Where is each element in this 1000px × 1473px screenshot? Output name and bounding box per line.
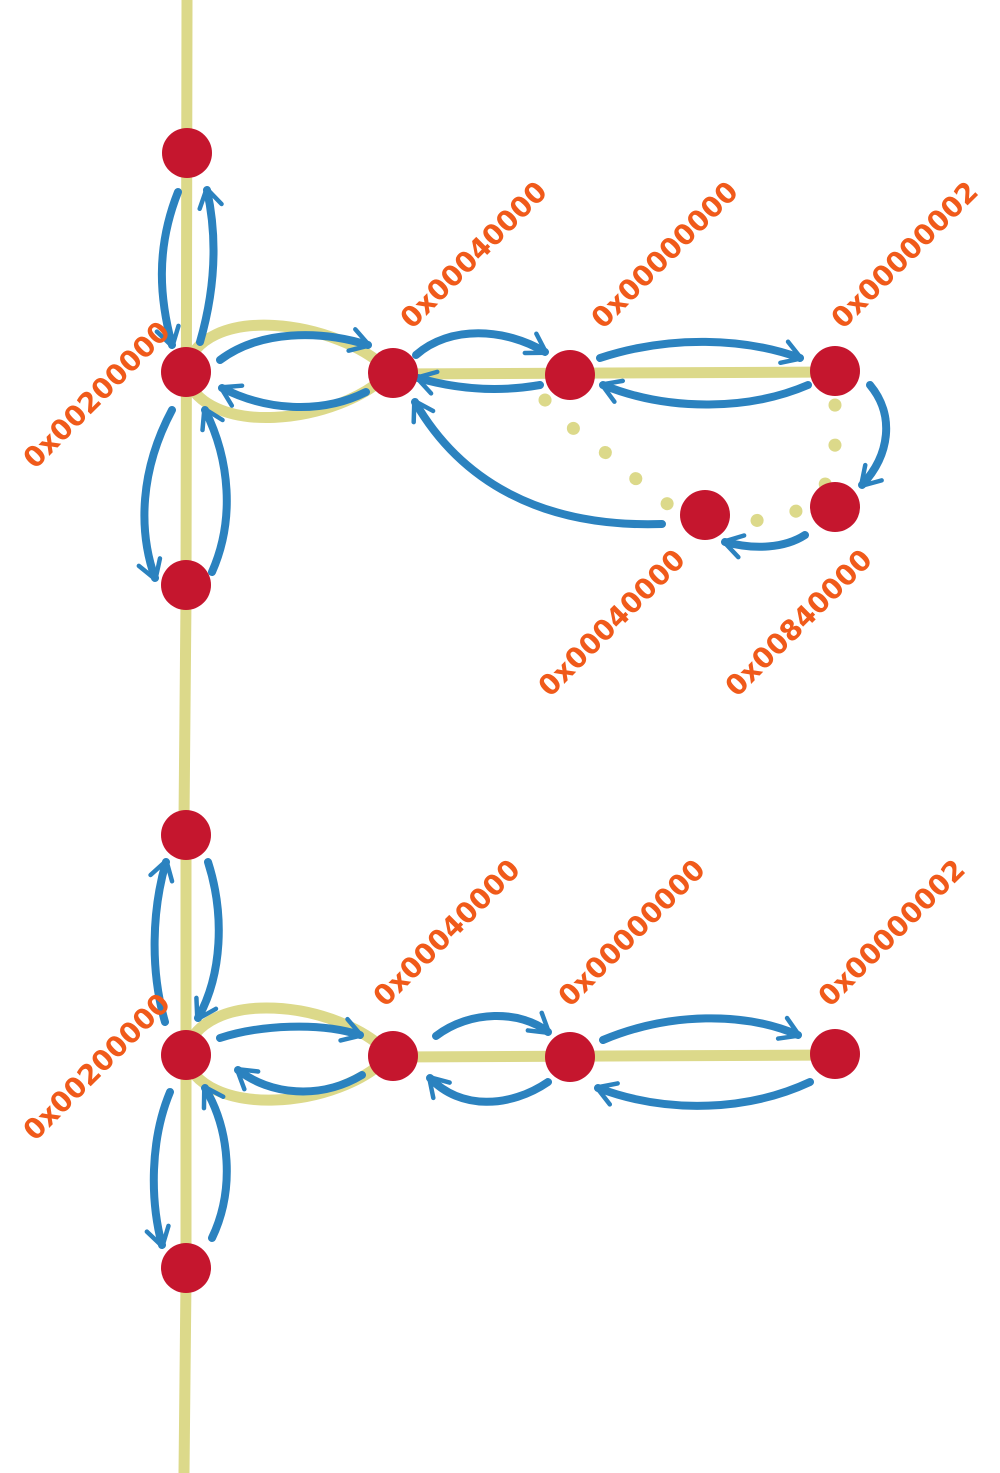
node-bottom-a xyxy=(161,810,211,860)
node-bottom-n3 xyxy=(810,1029,860,1079)
arrow-top-c-to-root xyxy=(200,406,231,576)
bottom-nodes xyxy=(161,810,860,1293)
arrow-bottom-n2-to-n1 xyxy=(426,1074,552,1106)
arrow-top-n4-to-n5 xyxy=(721,531,809,560)
node-top-a xyxy=(162,128,212,178)
node-top-n1 xyxy=(368,348,418,398)
bottom-vertical-track xyxy=(178,829,192,1473)
node-top-n3 xyxy=(810,346,860,396)
top-arrows xyxy=(136,186,891,582)
arrow-top-n2-to-n1 xyxy=(414,369,544,396)
arrow-top-n5-to-n1 xyxy=(411,398,666,529)
label-top-n3: 0x00000002 xyxy=(825,175,985,335)
node-top-c xyxy=(161,560,211,610)
label-top-n1: 0x00040000 xyxy=(394,175,554,335)
arrow-top-n1-to-root xyxy=(218,383,370,412)
node-bottom-c xyxy=(161,1243,211,1293)
node-bottom-root xyxy=(161,1030,211,1080)
arrow-bottom-n1-to-root xyxy=(234,1066,366,1096)
arrow-top-n1-to-n2 xyxy=(412,329,549,359)
arrow-bottom-n3-to-n2 xyxy=(594,1078,814,1110)
arrow-top-root-to-n1 xyxy=(216,327,372,364)
arrow-bottom-a-to-root xyxy=(194,858,223,1022)
top-horizontal-track xyxy=(386,366,841,380)
top-vertical-track xyxy=(178,0,193,826)
label-bottom-n3: 0x00000002 xyxy=(812,853,972,1013)
label-top-n5: 0x00040000 xyxy=(532,543,692,703)
bottom-tracks xyxy=(178,829,841,1473)
label-top-n2: 0x00000000 xyxy=(585,175,745,335)
bottom-horizontal-track xyxy=(386,1049,841,1063)
label-bottom-n1: 0x00040000 xyxy=(367,853,527,1013)
node-top-n4 xyxy=(810,482,860,532)
node-bottom-n1 xyxy=(368,1031,418,1081)
arrow-bottom-root-to-n1 xyxy=(216,1016,364,1043)
arrow-top-a-down xyxy=(154,188,182,349)
label-top-n4: 0x00840000 xyxy=(719,543,879,703)
arrow-bottom-n2-to-n3 xyxy=(599,1014,802,1044)
arrow-bottom-root-to-c xyxy=(144,1088,174,1249)
node-top-n2 xyxy=(545,350,595,400)
arrow-top-n3-to-n2 xyxy=(599,378,812,409)
arrow-top-a-up xyxy=(196,186,224,346)
label-bottom-root: 0x00200000 xyxy=(17,987,177,1147)
arrow-top-n3-to-n4 xyxy=(858,381,891,489)
arrow-top-root-to-c xyxy=(136,406,176,582)
node-bottom-n2 xyxy=(545,1032,595,1082)
arrow-top-n2-to-n3 xyxy=(596,337,804,366)
arrow-bottom-root-to-a xyxy=(148,858,175,1026)
bottom-arrows xyxy=(144,858,814,1249)
label-bottom-n2: 0x00000000 xyxy=(552,853,712,1013)
top-dotted-path-left xyxy=(538,393,707,527)
node-top-n5 xyxy=(680,490,730,540)
bottom-left-loop-track xyxy=(179,1002,398,1106)
node-top-root xyxy=(161,347,211,397)
top-nodes xyxy=(161,128,860,610)
arrow-bottom-n1-to-n2 xyxy=(432,1010,552,1040)
arrow-bottom-c-to-root xyxy=(201,1084,231,1242)
